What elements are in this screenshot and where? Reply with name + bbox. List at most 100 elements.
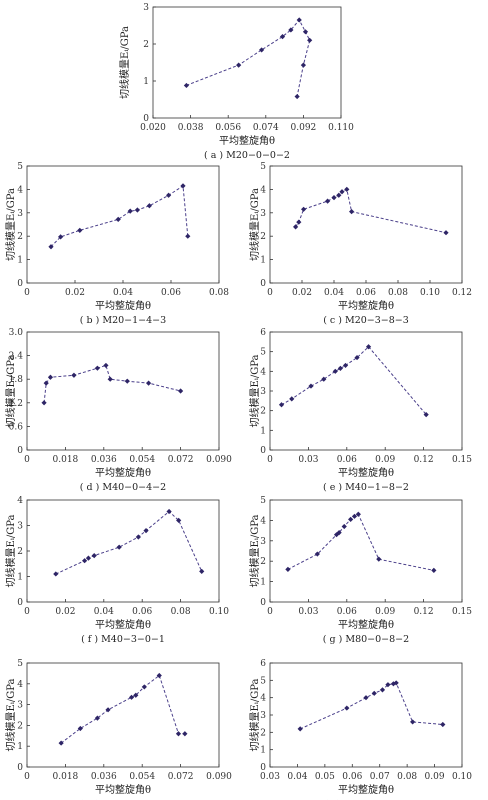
data-point	[344, 186, 350, 192]
data-point	[103, 362, 109, 369]
y-tick-label: 1	[17, 573, 23, 583]
y-tick-label: 3	[260, 209, 266, 219]
x-tick-label: 0.018	[53, 455, 79, 465]
x-tick-label: 0	[267, 288, 273, 298]
y-tick-label: 6	[260, 659, 266, 669]
x-tick-label: 0.09	[375, 607, 395, 617]
data-point	[301, 206, 307, 212]
x-tick-label: 0.04	[113, 288, 133, 298]
y-axis-title: 切线模量Eᵢ/GPa	[248, 355, 261, 428]
data-point	[183, 82, 190, 89]
y-tick-label: 5	[260, 162, 266, 172]
data-point	[385, 682, 391, 688]
y-tick-label: 2	[260, 557, 266, 567]
series-line	[299, 682, 443, 730]
x-axis-title: 平均整旋角θ	[338, 618, 394, 631]
x-tick-label: 0.036	[91, 455, 117, 465]
data-point	[314, 551, 320, 557]
data-point	[443, 230, 449, 236]
y-tick-label: 1	[17, 742, 23, 752]
y-axis-title: 切线模量Eᵢ/GPa	[4, 515, 17, 588]
data-point	[180, 183, 186, 189]
plot-frame	[152, 6, 342, 119]
chart-panel-0: 0.020 0.038 0.056 0.074 0.092 0.110 0 1 2 3 平均整旋角θ…	[118, 3, 354, 161]
data-point	[94, 365, 100, 371]
x-tick-label: 0.06	[356, 288, 376, 298]
data-point	[94, 715, 100, 721]
plot-frame	[26, 662, 220, 768]
data-point	[336, 530, 342, 536]
data-point	[182, 731, 188, 737]
x-tick-label: 0.07	[370, 772, 390, 782]
y-tick-label: 4	[260, 185, 266, 195]
chart-panel-4: 0 0.03 0.06 0.09 0.12 0.15 0 1 2 3 4 5 6 平均整旋角θ 切线模量Eᵢ…	[248, 328, 472, 493]
x-tick-label: 0.092	[291, 123, 317, 133]
y-tick-label: 5	[17, 162, 23, 172]
data-point	[336, 192, 342, 198]
data-point	[279, 34, 286, 40]
data-point	[41, 400, 47, 406]
y-tick-label: 0	[260, 446, 266, 456]
data-point	[289, 396, 295, 402]
plot-frame	[269, 662, 463, 768]
y-axis-title: 切线模量Eᵢ/GPa	[4, 679, 17, 752]
y-tick-label: 5	[260, 348, 266, 358]
x-tick-label: 0	[24, 772, 30, 782]
data-point	[141, 684, 147, 690]
y-tick-label: 3	[17, 522, 23, 532]
chart-panel-3: 0 0.018 0.036 0.054 0.072 0.090 0 0.6 1.2 1.8 2.4 3…	[4, 328, 232, 493]
data-point	[354, 354, 360, 361]
data-point	[293, 224, 299, 230]
plot-frame	[26, 331, 220, 451]
x-tick-label: 0.10	[452, 772, 472, 782]
x-tick-label: 0.074	[253, 123, 279, 133]
data-point	[288, 27, 294, 33]
y-axis-title: 切线模量Eᵢ/GPa	[118, 26, 131, 99]
y-tick-label: 2	[17, 547, 23, 557]
data-point	[393, 680, 399, 686]
y-tick-label: 5	[260, 676, 266, 686]
x-tick-label: 0	[24, 288, 30, 298]
y-tick-label: 0	[260, 598, 266, 608]
data-point	[339, 189, 345, 195]
y-tick-label: 2	[17, 721, 23, 731]
data-point	[127, 208, 133, 214]
x-tick-label: 0.072	[168, 772, 194, 782]
x-tick-label: 0.15	[452, 607, 472, 617]
data-point	[166, 192, 172, 198]
data-point	[296, 219, 302, 225]
y-axis-title: 切线模量Eᵢ/GPa	[4, 188, 17, 261]
x-tick-label: 0.15	[452, 455, 472, 465]
y-tick-label: 3	[260, 711, 266, 721]
y-tick-label: 3	[260, 537, 266, 547]
x-tick-label: 0.06	[337, 607, 357, 617]
panel-caption: ( e ) M40−1−8−2	[323, 482, 409, 493]
panel-caption: ( g ) M80−0−8−2	[323, 634, 409, 645]
data-point	[124, 378, 130, 384]
y-tick-label: 6	[260, 328, 266, 338]
series-line	[55, 510, 203, 575]
data-point	[349, 209, 355, 215]
data-point	[71, 372, 77, 378]
series-line	[50, 185, 189, 248]
data-point	[135, 534, 141, 540]
y-tick-label: 0	[17, 446, 23, 456]
x-axis-title: 平均整旋角θ	[95, 466, 151, 479]
y-tick-label: 2	[17, 232, 23, 242]
y-tick-label: 2.4	[9, 352, 24, 362]
x-axis-title: 平均整旋角θ	[338, 783, 394, 796]
data-point	[321, 376, 327, 382]
x-tick-label: 0.02	[292, 288, 312, 298]
series-line	[295, 188, 447, 234]
x-tick-label: 0	[24, 455, 30, 465]
chart-panel-2: 0 0.02 0.04 0.06 0.08 0.10 0.12 0 1 2 3 4 5 平均整旋角θ 切线模…	[248, 162, 472, 326]
plot-frame	[26, 165, 220, 284]
x-tick-label: 0.02	[55, 607, 75, 617]
data-point	[185, 233, 191, 239]
data-point	[199, 568, 205, 574]
x-tick-label: 0.08	[171, 607, 191, 617]
data-point	[146, 203, 152, 209]
x-tick-label: 0.08	[397, 772, 417, 782]
x-axis-title: 平均整旋角θ	[338, 299, 394, 312]
